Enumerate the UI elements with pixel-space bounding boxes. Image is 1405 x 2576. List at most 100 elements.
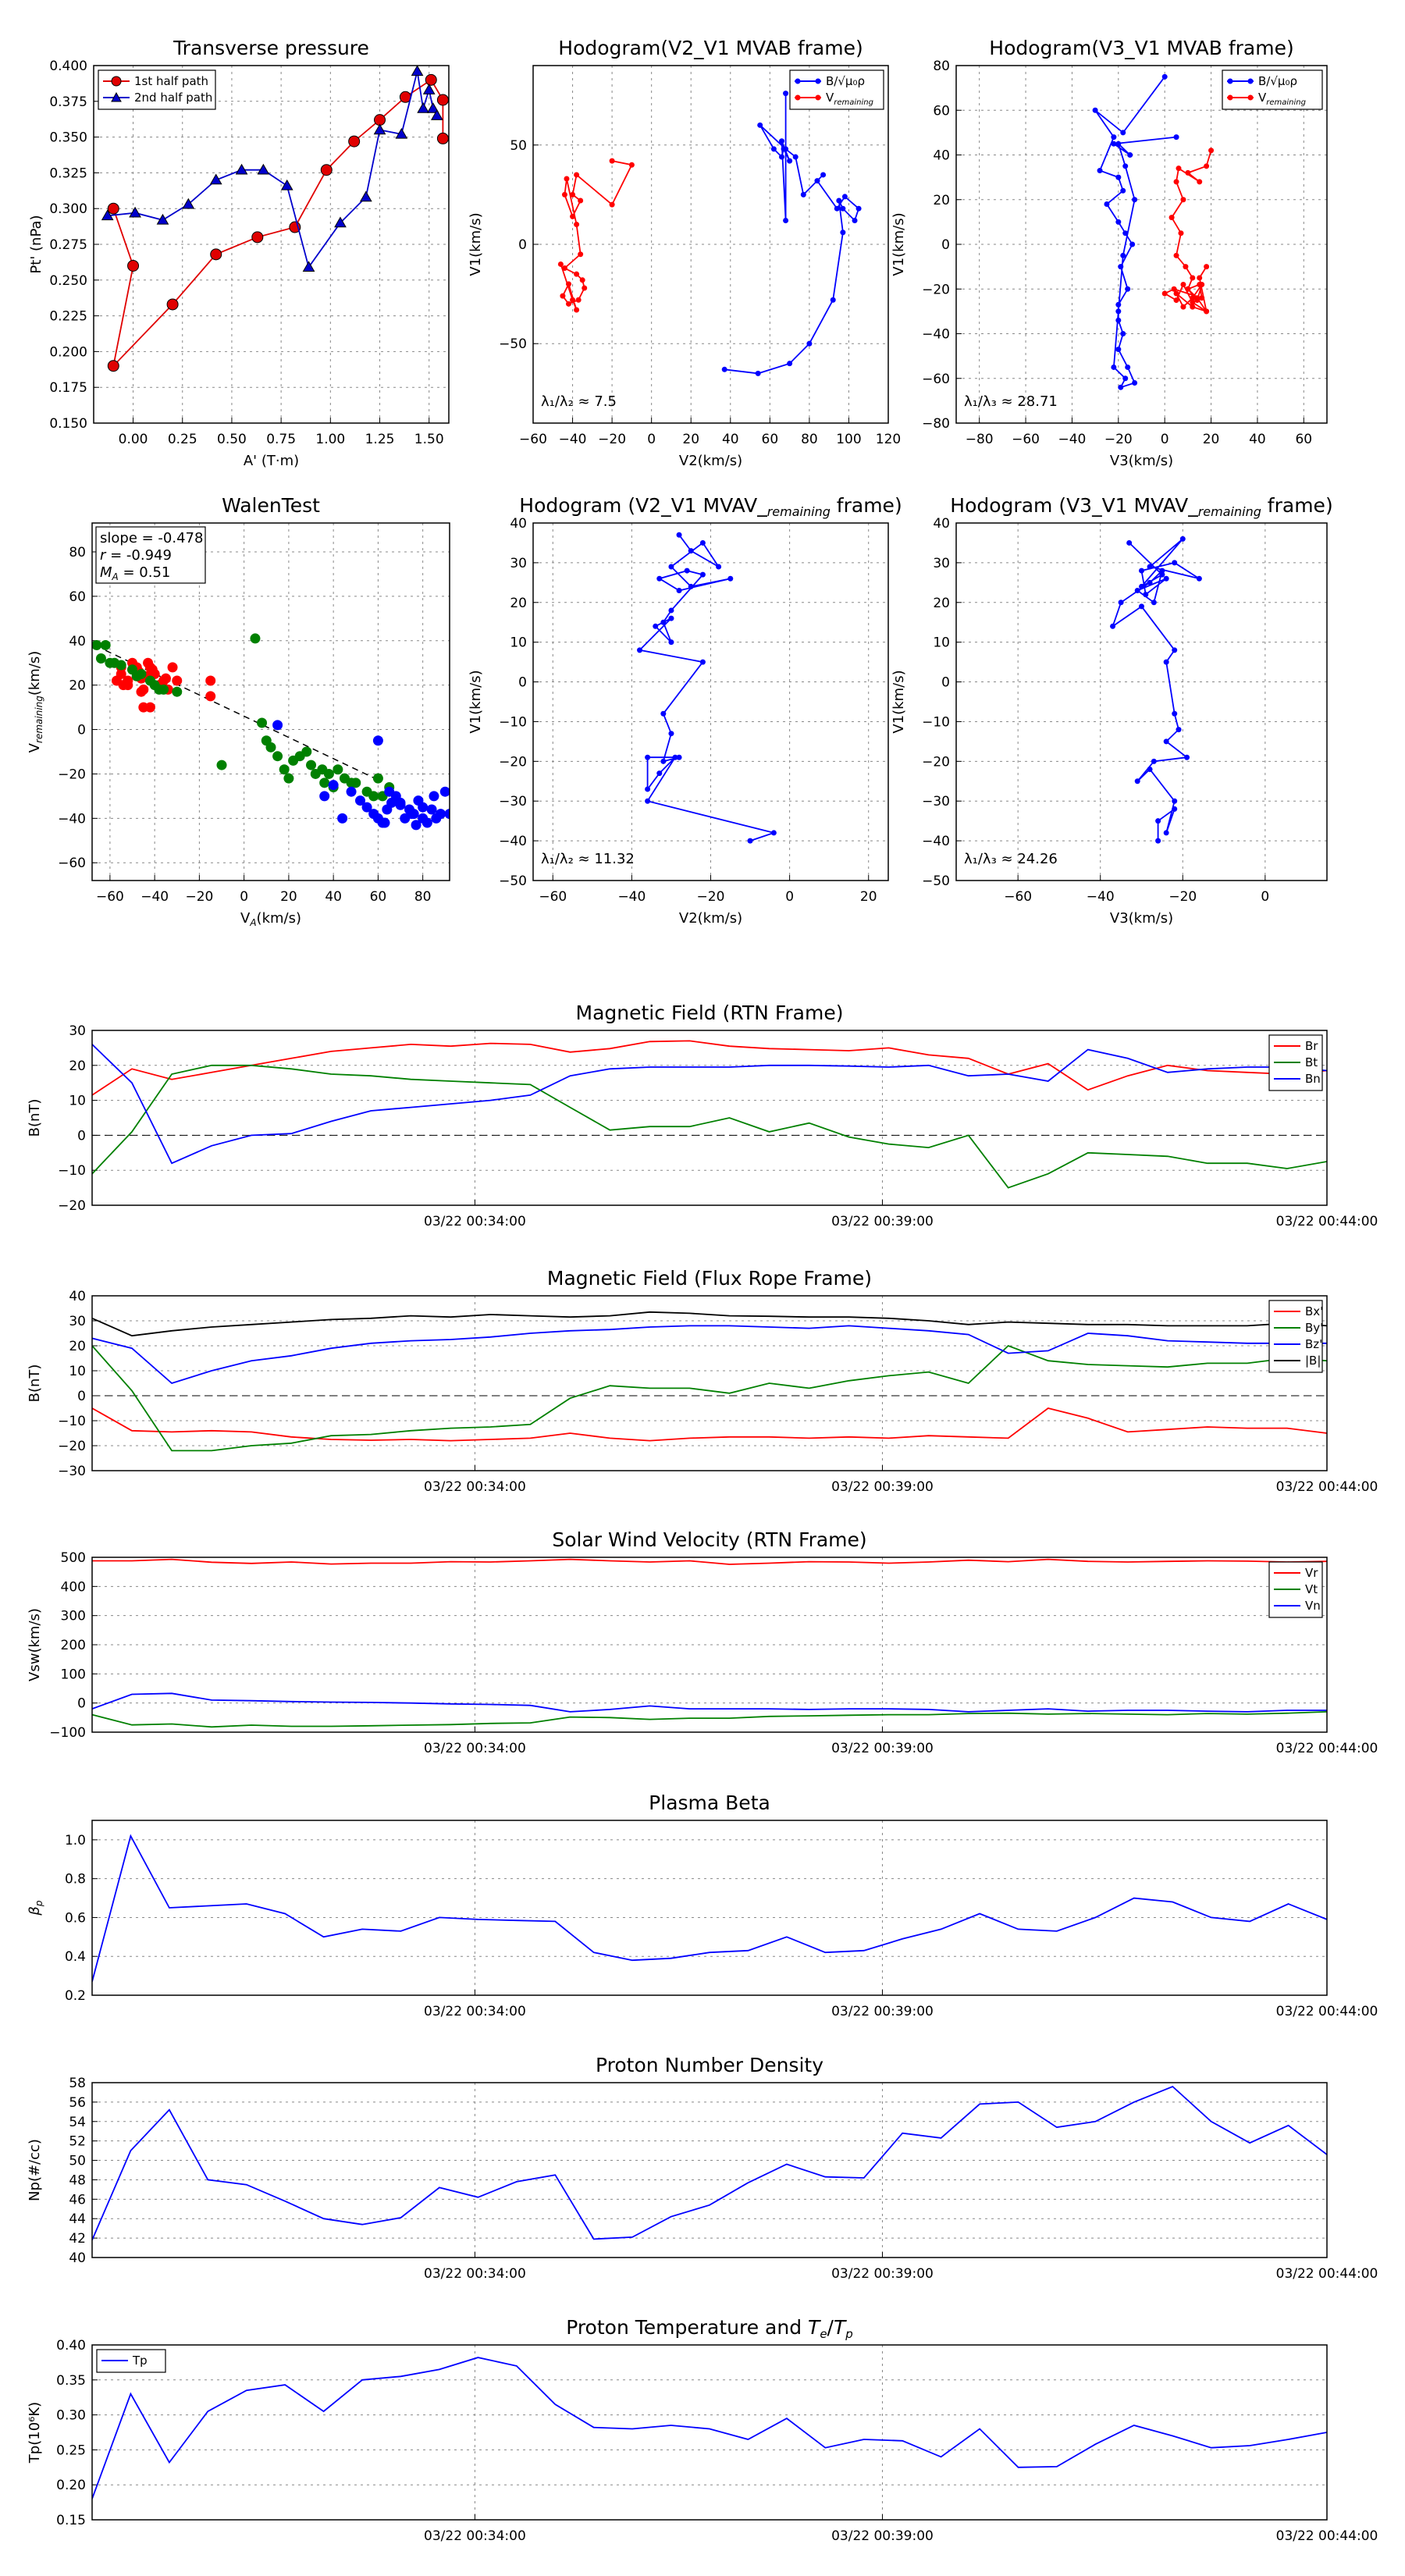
data-point	[783, 146, 789, 152]
data-point	[1161, 73, 1168, 80]
y-axis-label: V1(km/s)	[891, 670, 907, 733]
data-point	[107, 360, 119, 372]
title-sub: p	[845, 2327, 853, 2341]
data-point	[436, 809, 446, 820]
data-point	[144, 702, 155, 713]
data-point	[1180, 304, 1186, 310]
data-point	[716, 564, 722, 570]
data-point	[668, 607, 674, 614]
y-tick-label: 0.150	[49, 416, 87, 432]
data-point	[787, 361, 793, 367]
data-point	[1183, 264, 1189, 270]
data-point	[699, 571, 706, 578]
data-point	[337, 813, 348, 824]
data-point	[609, 158, 615, 164]
data-point	[1161, 290, 1168, 297]
data-point	[727, 575, 734, 582]
data-point	[436, 132, 449, 144]
x-tick-label: −60	[519, 432, 547, 447]
y-tick-label: −20	[922, 754, 950, 770]
y-tick-label: 0.35	[56, 2373, 86, 2389]
y-axis-label: B(nT)	[27, 1099, 43, 1137]
data-point	[841, 194, 848, 200]
title-math: T	[808, 2316, 821, 2339]
legend-marker	[1247, 94, 1254, 101]
y-tick-label: 30	[69, 1314, 86, 1329]
data-point	[425, 73, 437, 86]
x-tick-label: 03/22 00:34:00	[424, 2266, 526, 2282]
y-axis-label: Np(#/cc)	[27, 2139, 43, 2201]
stats-line: MA = 0.51	[100, 564, 170, 582]
data-point	[684, 568, 690, 574]
y-tick-label: 30	[510, 556, 527, 571]
data-point	[1115, 301, 1122, 308]
y-tick-label: 48	[69, 2172, 86, 2188]
data-point	[323, 768, 334, 779]
x-tick-label: 20	[860, 889, 877, 905]
data-point	[251, 231, 264, 244]
x-tick-label: 03/22 00:39:00	[831, 1214, 934, 1229]
data-point	[1139, 583, 1144, 589]
data-point	[792, 154, 799, 160]
panel-7: Magnetic Field (RTN Frame) 03/22 00:34:00…	[27, 1002, 1378, 1229]
data-point	[1115, 174, 1122, 180]
data-point	[1122, 163, 1129, 169]
title-rest: frame)	[831, 494, 902, 517]
series-line-1	[92, 1558, 1327, 1565]
series-line-1	[92, 1040, 1327, 1096]
data-point	[578, 251, 584, 258]
y-tick-label: 46	[69, 2192, 86, 2208]
x-tick-label: 03/22 00:44:00	[1276, 2266, 1378, 2282]
data-point	[770, 146, 777, 152]
data-point	[1173, 179, 1179, 185]
y-tick-label: 0.200	[49, 344, 87, 360]
y-tick-label: 58	[69, 2076, 86, 2091]
chart-title: Magnetic Field (RTN Frame)	[576, 1002, 844, 1024]
y-tick-label: 56	[69, 2095, 86, 2111]
data-point	[320, 164, 333, 176]
legend-marker	[815, 78, 821, 84]
legend-label: Bt	[1305, 1055, 1318, 1069]
y-tick-label: 0.400	[49, 59, 87, 74]
y-tick-label: 40	[933, 148, 950, 164]
y-tick-label: 200	[61, 1638, 86, 1653]
x-tick-label: 60	[370, 889, 387, 905]
y-axis-label: βp	[27, 1900, 44, 1916]
y-tick-label: 0	[941, 237, 950, 253]
x-tick-label: 03/22 00:34:00	[424, 1479, 526, 1495]
x-tick-label: 03/22 00:39:00	[831, 1741, 934, 1756]
data-point	[1197, 275, 1203, 281]
chart-title: Transverse pressure	[173, 37, 369, 59]
chart-title: Hodogram(V2_V1 MVAB frame)	[558, 37, 863, 59]
data-point	[1204, 264, 1210, 270]
data-point	[1125, 364, 1131, 370]
x-tick-label: 80	[801, 432, 818, 447]
x-tick-label: 03/22 00:34:00	[424, 2004, 526, 2019]
panel-2: Hodogram(V2_V1 MVAB frame) −60 −40 −20 0 20 40…	[468, 37, 901, 469]
data-point	[574, 222, 580, 228]
data-point	[574, 271, 580, 277]
label-math: β	[27, 1906, 43, 1916]
y-tick-label: 20	[69, 1059, 86, 1074]
x-axis-label: V2(km/s)	[679, 910, 742, 927]
data-point	[1139, 568, 1144, 574]
plot-frame	[91, 1557, 1328, 1733]
data-point	[368, 791, 379, 802]
legend-label: Vt	[1305, 1582, 1318, 1596]
data-point	[1185, 169, 1191, 176]
chart-title: Proton Temperature and Te/Tp	[566, 2316, 853, 2341]
data-point	[836, 197, 842, 204]
data-point	[105, 657, 116, 668]
series-line-2	[92, 1344, 1327, 1452]
legend-marker	[1227, 94, 1233, 101]
panel-6: Hodogram (V3_V1 MVAV_remaining frame) −60…	[891, 494, 1333, 927]
data-point	[1126, 539, 1133, 546]
data-point	[1204, 308, 1210, 315]
data-point	[1172, 560, 1178, 566]
y-tick-label: 0.2	[65, 1988, 86, 2004]
panel-10: Plasma Beta 03/22 00:34:00 03/22 00:39:00 0…	[27, 1791, 1378, 2019]
y-tick-label: −20	[922, 282, 950, 297]
data-point	[1097, 168, 1103, 174]
data-point	[205, 675, 216, 686]
data-point	[1173, 252, 1179, 258]
